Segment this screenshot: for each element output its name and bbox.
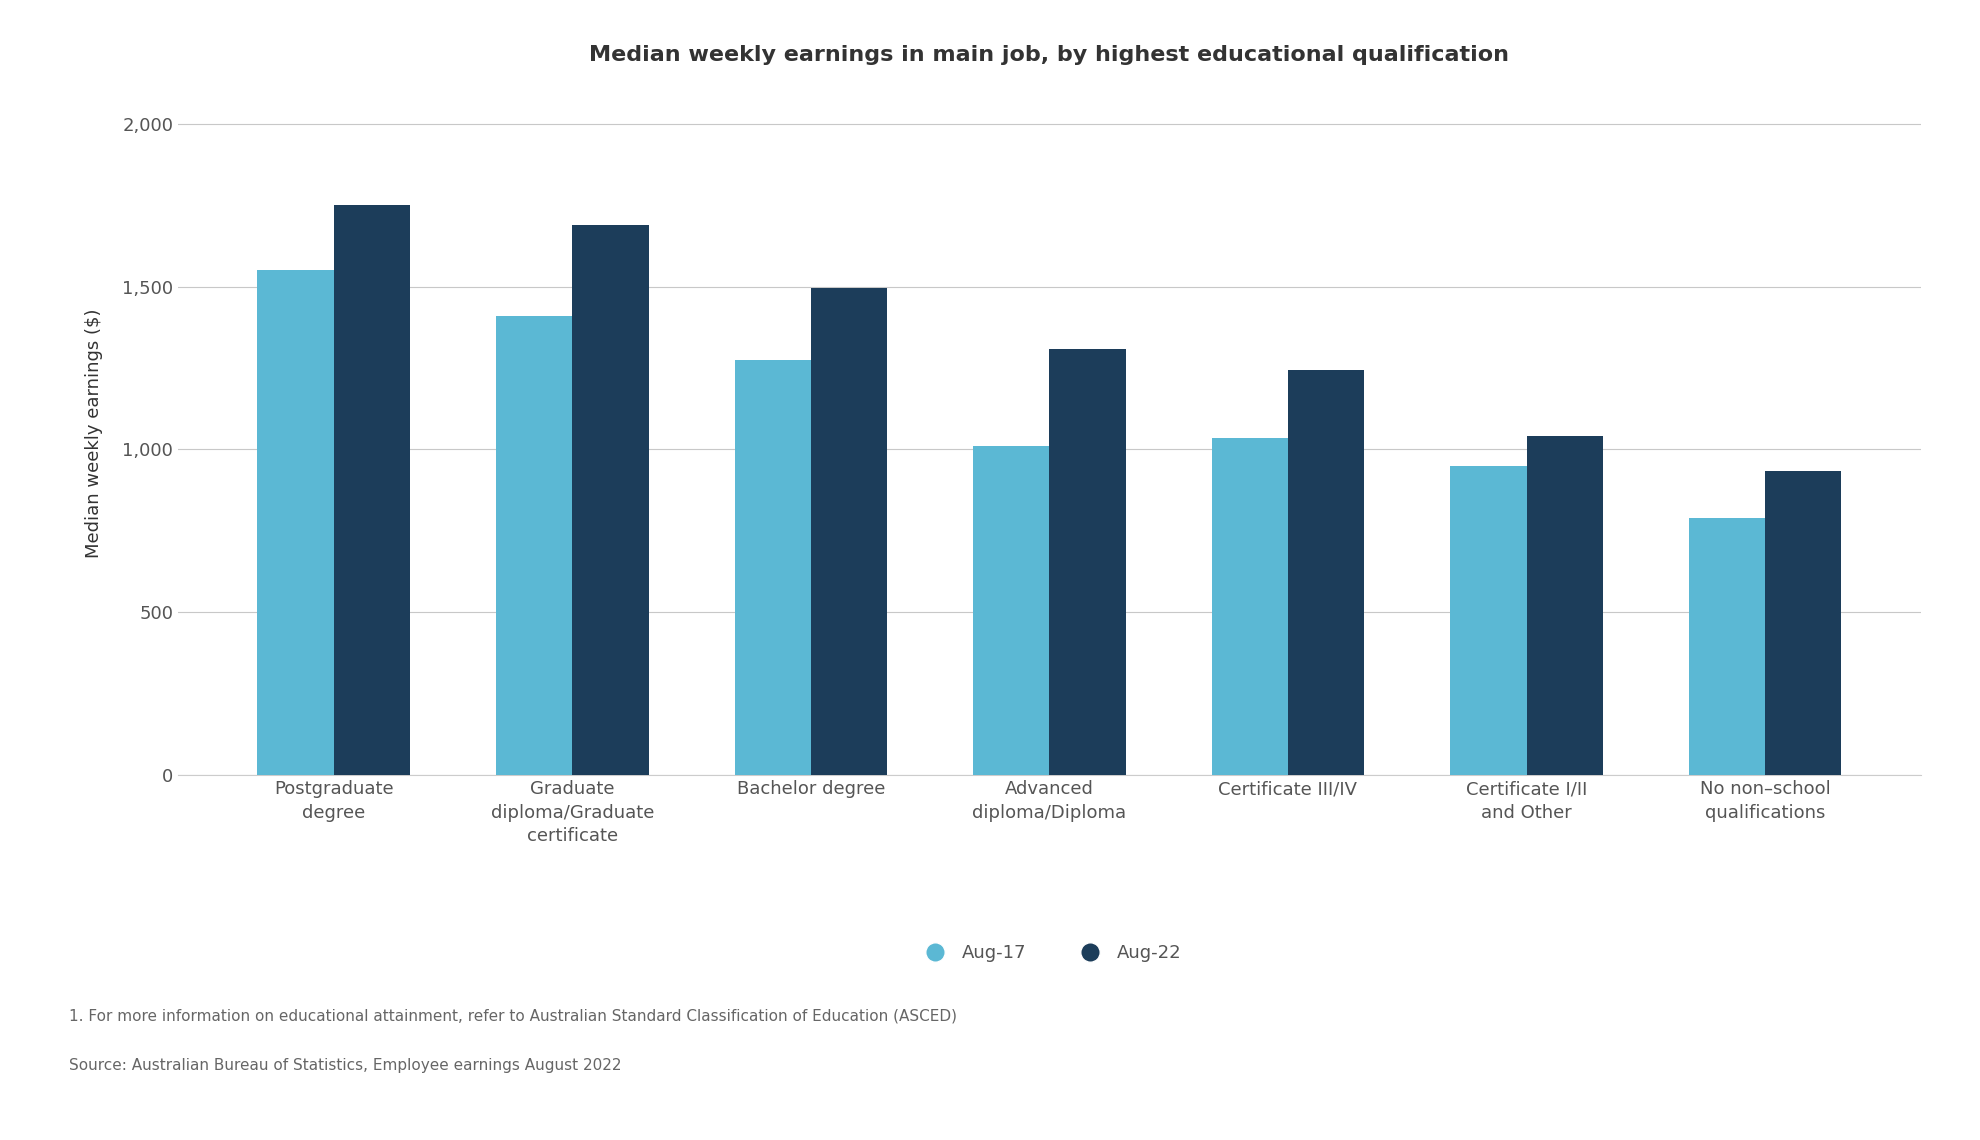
Text: Source: Australian Bureau of Statistics, Employee earnings August 2022: Source: Australian Bureau of Statistics,… <box>69 1058 622 1073</box>
Bar <box>495 316 572 775</box>
Bar <box>1689 518 1764 775</box>
Title: Median weekly earnings in main job, by highest educational qualification: Median weekly earnings in main job, by h… <box>590 44 1509 65</box>
Bar <box>572 225 649 775</box>
Bar <box>735 360 812 775</box>
Bar <box>1764 471 1841 775</box>
Bar <box>1287 369 1364 775</box>
Y-axis label: Median weekly earnings ($): Median weekly earnings ($) <box>85 309 103 557</box>
Bar <box>972 446 1049 775</box>
Text: 1. For more information on educational attainment, refer to Australian Standard : 1. For more information on educational a… <box>69 1009 956 1024</box>
Bar <box>812 288 887 775</box>
Bar <box>335 205 410 775</box>
Bar <box>1212 438 1287 775</box>
Bar <box>1449 466 1527 775</box>
Legend: Aug-17, Aug-22: Aug-17, Aug-22 <box>909 935 1190 971</box>
Bar <box>1049 349 1127 775</box>
Bar <box>257 270 335 775</box>
Bar <box>1527 437 1604 775</box>
